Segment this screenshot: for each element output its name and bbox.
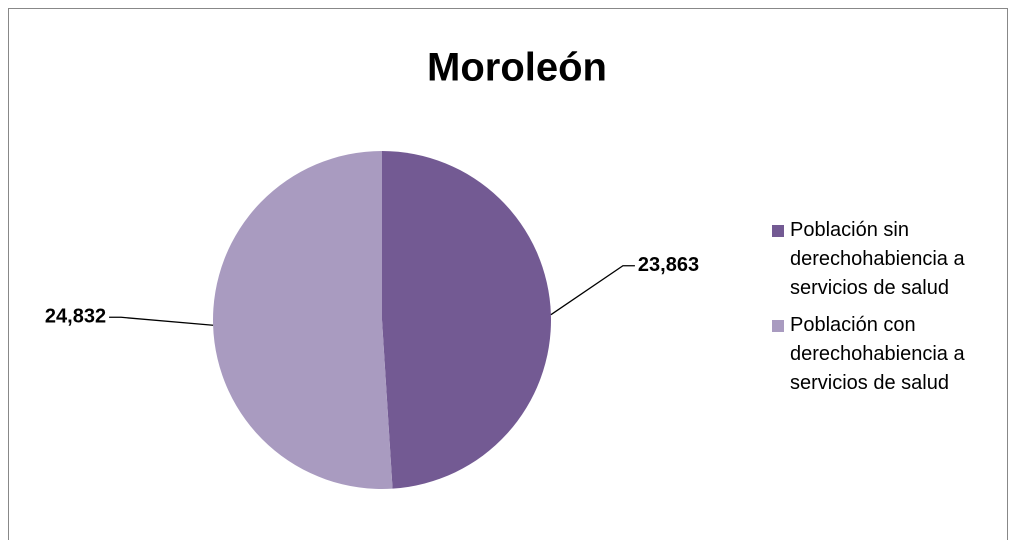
pie-slice	[212, 151, 393, 489]
data-label: 24,832	[45, 306, 106, 328]
legend-label: Población con derechohabiencia a servici…	[790, 314, 965, 394]
leader-line	[550, 265, 635, 316]
legend-swatch	[772, 320, 784, 332]
data-label: 23,863	[638, 254, 699, 276]
leader-line	[109, 316, 214, 326]
legend-item: Población sin derechohabiencia a servici…	[768, 216, 968, 303]
legend-swatch	[772, 225, 784, 237]
chart-title: Moroleón	[427, 46, 607, 90]
legend-label: Población sin derechohabiencia a servici…	[790, 219, 965, 299]
legend-item: Población con derechohabiencia a servici…	[768, 311, 968, 398]
legend: Población sin derechohabiencia a servici…	[768, 216, 968, 406]
pie-slice	[382, 151, 551, 489]
